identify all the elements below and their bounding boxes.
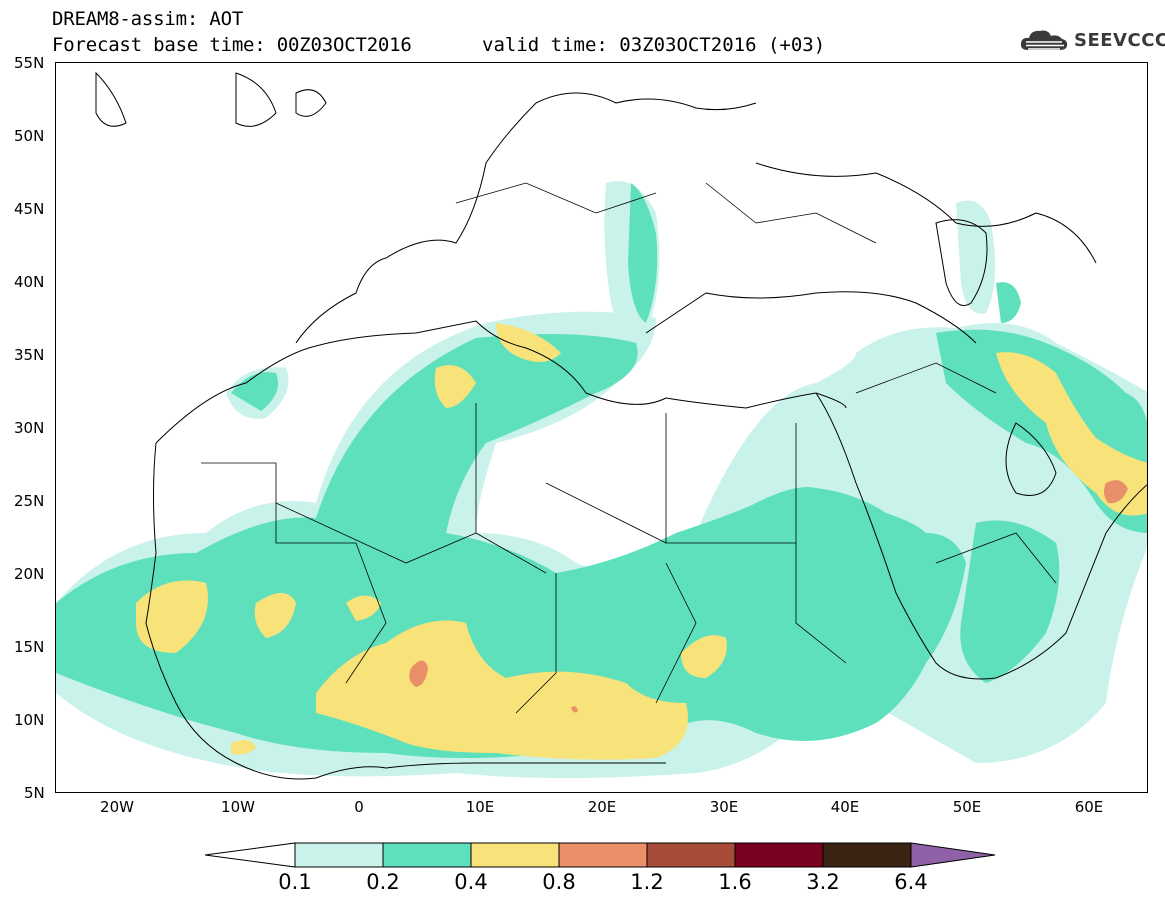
seevccc-logo: SEEVCCC [1018,26,1165,54]
colorbar-svg [204,842,996,868]
legend-label-0.8: 0.8 [542,870,576,894]
colorbar-low-arrow [204,842,296,868]
colorbar-bin-1.6-3.2 [734,842,824,868]
lon-label-20e: 20E [587,798,617,816]
legend-label-0.1: 0.1 [278,870,312,894]
forecast-base-time: Forecast base time: 00Z03OCT2016 [52,34,412,56]
legend-label-0.4: 0.4 [454,870,488,894]
lon-label-10w: 10W [221,798,255,816]
lon-label-50e: 50E [952,798,982,816]
map-canvas [56,63,1147,792]
map-title: DREAM8-assim: AOT [52,8,244,30]
coastlines [95,71,1147,780]
valid-time: valid time: 03Z03OCT2016 (+03) [482,34,826,56]
lat-label-30n: 30N [14,419,45,437]
aot-colorbar [204,840,1000,874]
lat-label-5n: 5N [24,784,45,802]
cloud-icon [1020,30,1068,50]
aot-contour-orange [409,480,1128,713]
colorbar-bin-0.2-0.4 [382,842,472,868]
lat-label-10n: 10N [14,711,45,729]
lat-label-45n: 45N [14,200,45,218]
colorbar-bin-0.4-0.8 [470,842,560,868]
legend-label-1.2: 1.2 [630,870,664,894]
legend-label-3.2: 3.2 [806,870,840,894]
colorbar-bin-0.8-1.2 [558,842,648,868]
legend-label-0.2: 0.2 [366,870,400,894]
colorbar-bin-3.2-6.4 [822,842,912,868]
lon-label-60e: 60E [1074,798,1104,816]
lon-label-0: 0 [354,798,364,816]
logo-text: SEEVCCC [1074,29,1165,51]
aot-contour-yellow [136,323,1147,760]
aot-contour-green [56,183,1147,758]
lat-label-25n: 25N [14,492,45,510]
colorbar-high-arrow [910,842,996,868]
colorbar-bin-1.2-1.6 [646,842,736,868]
legend-label-1.6: 1.6 [718,870,752,894]
lon-label-10e: 10E [465,798,495,816]
lat-label-20n: 20N [14,565,45,583]
aot-map [55,62,1148,793]
legend-label-6.4: 6.4 [894,870,928,894]
lon-label-30e: 30E [709,798,739,816]
lat-label-15n: 15N [14,638,45,656]
lon-label-40e: 40E [830,798,860,816]
country-borders [201,182,1057,714]
lat-label-40n: 40N [14,273,45,291]
colorbar-bin-0.1-0.2 [294,842,384,868]
lat-label-35n: 35N [14,346,45,364]
lon-label-20w: 20W [100,798,134,816]
lat-label-55n: 55N [14,54,45,72]
lat-label-50n: 50N [14,127,45,145]
